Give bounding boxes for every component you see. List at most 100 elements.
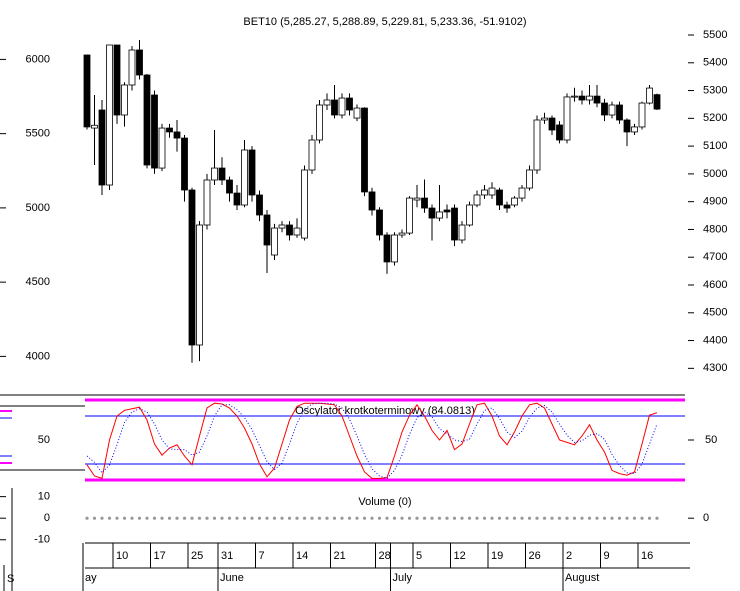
volume-dot — [655, 516, 659, 520]
candle-body — [128, 49, 136, 86]
volume-dot — [190, 516, 194, 520]
candle-body — [91, 124, 98, 129]
candle-body — [451, 207, 458, 241]
candle-body — [106, 44, 113, 186]
y-tick-label: 50 — [705, 434, 717, 446]
candle-body — [383, 234, 391, 263]
x-tick-label: 12 — [454, 550, 466, 562]
y-tick-label: 5200 — [703, 112, 727, 124]
volume-dot — [505, 516, 509, 520]
volume-dot — [160, 516, 164, 520]
chart-title: BET10 (5,285.27, 5,288.89, 5,229.81, 5,2… — [243, 16, 526, 28]
candle-body — [631, 126, 638, 133]
volume-dot — [362, 516, 367, 520]
candle-body — [241, 149, 248, 206]
month-label: August — [565, 572, 599, 584]
candle-body — [421, 197, 428, 209]
volume-dot — [130, 516, 134, 520]
candle-body — [638, 102, 646, 128]
volume-dot — [482, 516, 487, 520]
volume-dot — [542, 516, 547, 520]
volume-dot — [242, 516, 247, 520]
y2-tick-label: 0 — [44, 512, 50, 524]
volume-dot — [212, 516, 217, 520]
candle-body — [278, 224, 286, 229]
x-tick-label: 9 — [604, 550, 610, 562]
volume-dot — [355, 516, 359, 520]
volume-dot — [205, 516, 209, 520]
volume-dot — [272, 516, 277, 520]
volume-dot — [325, 516, 329, 520]
candle-body — [211, 167, 218, 181]
candle-body — [518, 187, 526, 199]
volume-dot — [85, 516, 89, 520]
volume-dot — [377, 516, 382, 520]
volume-dot — [407, 516, 412, 520]
volume-dot — [602, 516, 607, 520]
candle-body — [443, 209, 451, 213]
volume-dot — [92, 516, 97, 520]
y-tick-label: 5400 — [703, 57, 727, 69]
volume-dot — [452, 516, 457, 520]
x-tick-label: 26 — [529, 550, 541, 562]
candle-body — [563, 96, 571, 141]
candle-body — [458, 224, 466, 241]
candle-body — [196, 224, 203, 346]
y-tick-label: 4600 — [703, 279, 727, 291]
volume-dot — [332, 516, 337, 520]
x-tick-label: 5 — [416, 550, 422, 562]
volume-dot — [512, 516, 517, 520]
candle-body — [503, 204, 511, 209]
y-tick-label: 4400 — [703, 334, 727, 346]
volume-dot — [587, 516, 592, 520]
candle-body — [271, 227, 278, 256]
candle-body — [541, 117, 548, 121]
candle-body — [83, 54, 91, 128]
volume-dot — [152, 516, 157, 520]
candle-body — [98, 109, 106, 186]
volume-dot — [437, 516, 442, 520]
volume-dot — [647, 516, 652, 520]
y2-tick-label: 4500 — [26, 276, 50, 288]
volume-dot — [572, 516, 577, 520]
volume-dot — [115, 516, 119, 520]
y2-tick-label: 6000 — [26, 53, 50, 65]
candle-body — [173, 131, 181, 139]
volume-dot — [227, 516, 232, 520]
month-label: June — [220, 572, 244, 584]
volume-dot — [107, 516, 112, 520]
volume-dot — [317, 516, 322, 520]
candle-body — [406, 197, 413, 234]
volume-dot — [467, 516, 472, 520]
x-tick-label: 28 — [379, 550, 391, 562]
y-tick-label: 5100 — [703, 140, 727, 152]
candle-body — [511, 197, 518, 206]
volume-dot — [137, 516, 142, 520]
candle-body — [166, 127, 173, 133]
candle-body — [601, 102, 608, 116]
candle-body — [481, 189, 488, 196]
volume-dot — [445, 516, 449, 520]
volume-dot — [595, 516, 599, 520]
volume-dot — [520, 516, 524, 520]
oscillator-line — [86, 402, 658, 480]
y-tick-label: 5300 — [703, 84, 727, 96]
y2-tick-label: -10 — [34, 534, 50, 546]
x-tick-label: 10 — [116, 550, 128, 562]
volume-dot — [415, 516, 419, 520]
volume-dot — [385, 516, 389, 520]
candle-body — [346, 97, 353, 111]
y-tick-label: 5000 — [703, 168, 727, 180]
month-label: ay — [85, 572, 97, 584]
volume-dot — [565, 516, 569, 520]
candle-body — [646, 87, 653, 104]
candle-body — [623, 119, 631, 133]
x-tick-label: 14 — [296, 550, 308, 562]
volume-dot — [257, 516, 262, 520]
candle-body — [533, 119, 541, 171]
volume-dot — [122, 516, 127, 520]
candle-body — [248, 149, 256, 196]
candle-body — [308, 139, 316, 171]
candle-body — [428, 207, 436, 219]
y-tick-label: 5500 — [703, 29, 727, 41]
